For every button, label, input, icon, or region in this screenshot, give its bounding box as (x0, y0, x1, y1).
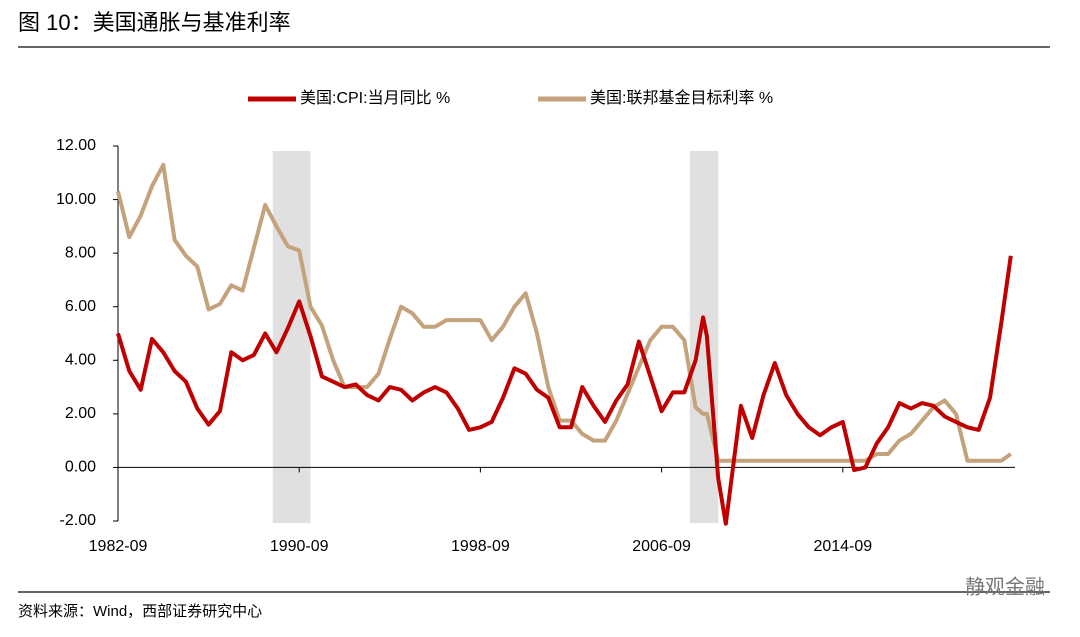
x-tick-label: 1982-09 (89, 538, 148, 555)
y-tick-label: -2.00 (60, 512, 97, 529)
title: 图 10：美国通胀与基准利率 (18, 10, 291, 35)
y-tick-label: 6.00 (65, 298, 96, 315)
x-tick-label: 2014-09 (813, 538, 872, 555)
legend-label: 美国:联邦基金目标利率 % (590, 89, 773, 107)
x-tick-label: 2006-09 (632, 538, 691, 555)
plot: -2.00 0.00 2.00 4.00 6.00 8.00 10.00 12.00 1982-… (56, 89, 1015, 555)
y-tick-label: 10.00 (56, 191, 96, 208)
series-line (116, 162, 1012, 463)
source: 资料来源：Wind，西部证券研究中心 (18, 603, 262, 620)
watermark: 静观金融 (965, 575, 1045, 598)
x-tick-label: 1990-09 (270, 538, 329, 555)
shaded-period (689, 151, 719, 523)
series-line (116, 255, 1013, 526)
y-tick-label: 4.00 (65, 352, 96, 369)
shaded-period (272, 151, 311, 523)
y-tick-label: 2.00 (65, 405, 96, 422)
legend-label: 美国:CPI:当月同比 % (300, 89, 450, 107)
x-tick-label: 1998-09 (451, 538, 510, 555)
y-tick-label: 8.00 (65, 244, 96, 261)
y-tick-label: 0.00 (65, 459, 96, 476)
y-tick-label: 12.00 (56, 137, 96, 154)
